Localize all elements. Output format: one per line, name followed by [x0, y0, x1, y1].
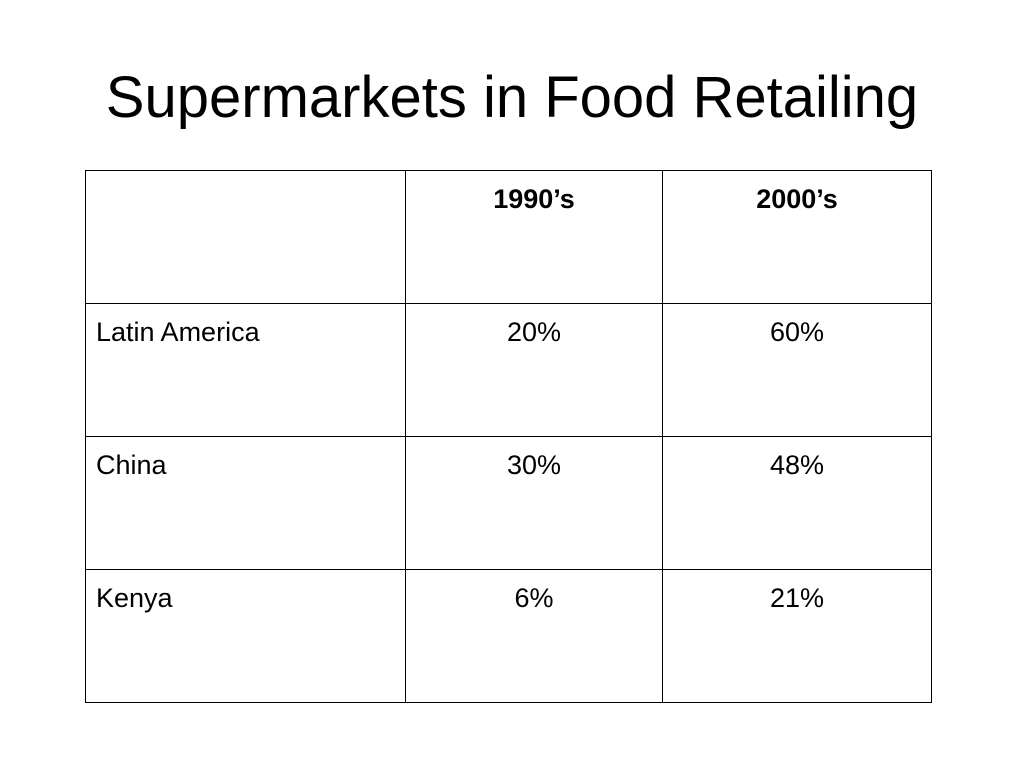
column-header-1990s: 1990’s: [405, 170, 663, 304]
table-cell: 6%: [405, 569, 663, 703]
table-header-row: 1990’s 2000’s: [85, 170, 932, 304]
row-label-kenya: Kenya: [85, 569, 406, 703]
slide-title: Supermarkets in Food Retailing: [105, 65, 919, 130]
table-cell: 48%: [662, 436, 932, 570]
table-row: Latin America 20% 60%: [85, 303, 932, 437]
table-cell: 20%: [405, 303, 663, 437]
row-label-latin-america: Latin America: [85, 303, 406, 437]
table-cell: 30%: [405, 436, 663, 570]
column-header-2000s: 2000’s: [662, 170, 932, 304]
table-row: Kenya 6% 21%: [85, 569, 932, 703]
row-label-china: China: [85, 436, 406, 570]
data-table: 1990’s 2000’s Latin America 20% 60% Chin…: [85, 170, 932, 703]
table-row: China 30% 48%: [85, 436, 932, 570]
table-corner-cell: [85, 170, 406, 304]
table-cell: 21%: [662, 569, 932, 703]
table-cell: 60%: [662, 303, 932, 437]
